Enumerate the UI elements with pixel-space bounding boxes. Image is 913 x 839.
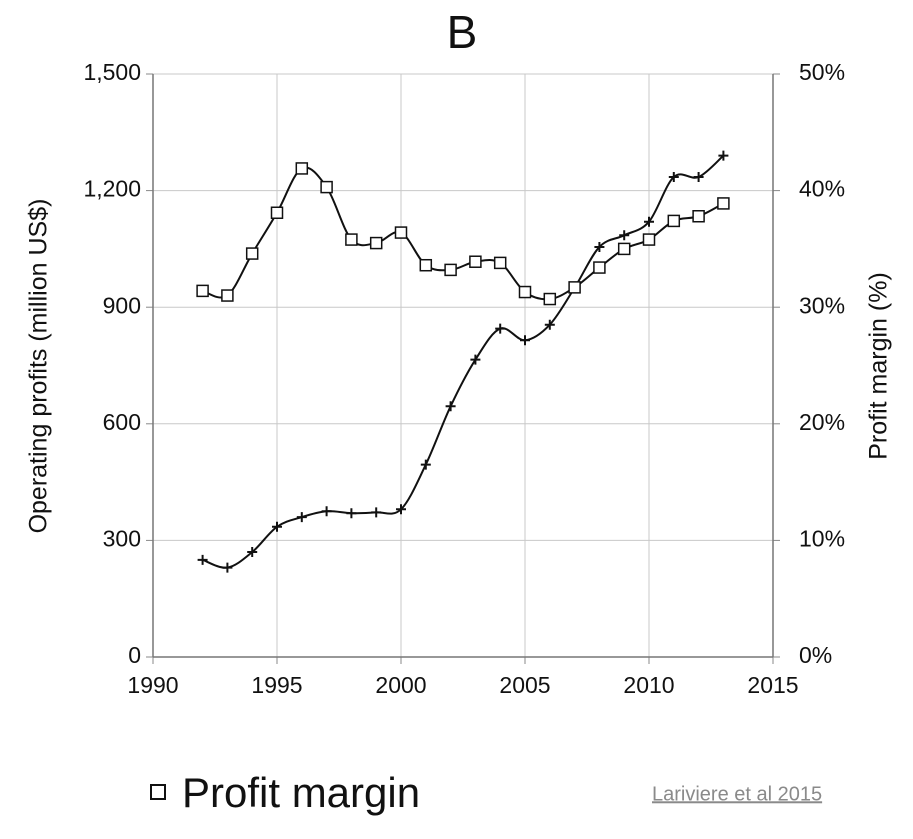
x-tick-label: 2000 [375,672,426,698]
marker [444,263,457,277]
marker [594,241,605,252]
y-tick-label: 1,500 [83,59,141,85]
y-axis-label: Operating profits (million US$) [25,199,53,534]
marker [518,285,532,299]
marker [717,197,730,210]
marker [642,233,656,246]
marker [296,512,307,523]
marker [470,354,481,365]
marker [668,171,679,182]
marker [222,562,233,573]
marker [371,507,382,518]
marker [272,521,282,532]
y2-tick-label: 40% [799,176,845,202]
y-tick-label: 0 [128,642,141,668]
x-tick-label: 2010 [623,672,674,698]
marker [295,162,309,175]
marker [369,236,383,250]
marker [493,256,507,270]
marker [619,230,630,241]
y2-tick-label: 30% [799,292,845,318]
marker [495,323,506,334]
x-tick-label: 2015 [747,672,798,698]
y2-axis-label: Profit margin (%) [865,272,893,460]
marker [520,335,530,346]
marker [718,150,729,161]
marker [445,401,456,412]
marker [469,255,482,268]
y2-tick-label: 50% [799,59,845,85]
marker [221,289,234,302]
marker [420,459,431,470]
line [202,154,725,569]
marker [321,506,332,517]
y-tick-label: 1,200 [83,176,141,202]
chart-title: B [447,6,478,58]
marker [667,214,681,228]
marker [396,504,406,515]
y2-tick-label: 20% [799,409,845,435]
y-tick-label: 300 [103,525,141,551]
x-tick-label: 1990 [127,672,178,698]
marker [617,242,631,256]
marker [345,233,358,246]
marker [544,319,555,330]
x-tick-label: 2005 [499,672,550,698]
marker [197,554,208,565]
marker [543,292,557,306]
marker [245,247,259,260]
marker [247,547,258,558]
legend-label: Profit margin [182,769,420,816]
marker [692,210,705,223]
marker [693,171,704,182]
x-tick-label: 1995 [251,672,302,698]
marker [593,261,606,274]
marker [346,508,357,519]
y-tick-label: 600 [103,409,141,435]
marker [568,281,581,294]
marker [419,258,433,272]
y-tick-label: 900 [103,292,141,318]
y2-tick-label: 10% [799,525,845,551]
y2-tick-label: 0% [799,642,832,668]
marker [644,216,654,227]
marker [394,226,408,239]
marker [320,180,333,194]
legend-marker [150,784,166,800]
marker [196,284,209,298]
marker [270,206,284,220]
source-link[interactable]: Lariviere et al 2015 [652,783,822,805]
line [202,166,724,301]
